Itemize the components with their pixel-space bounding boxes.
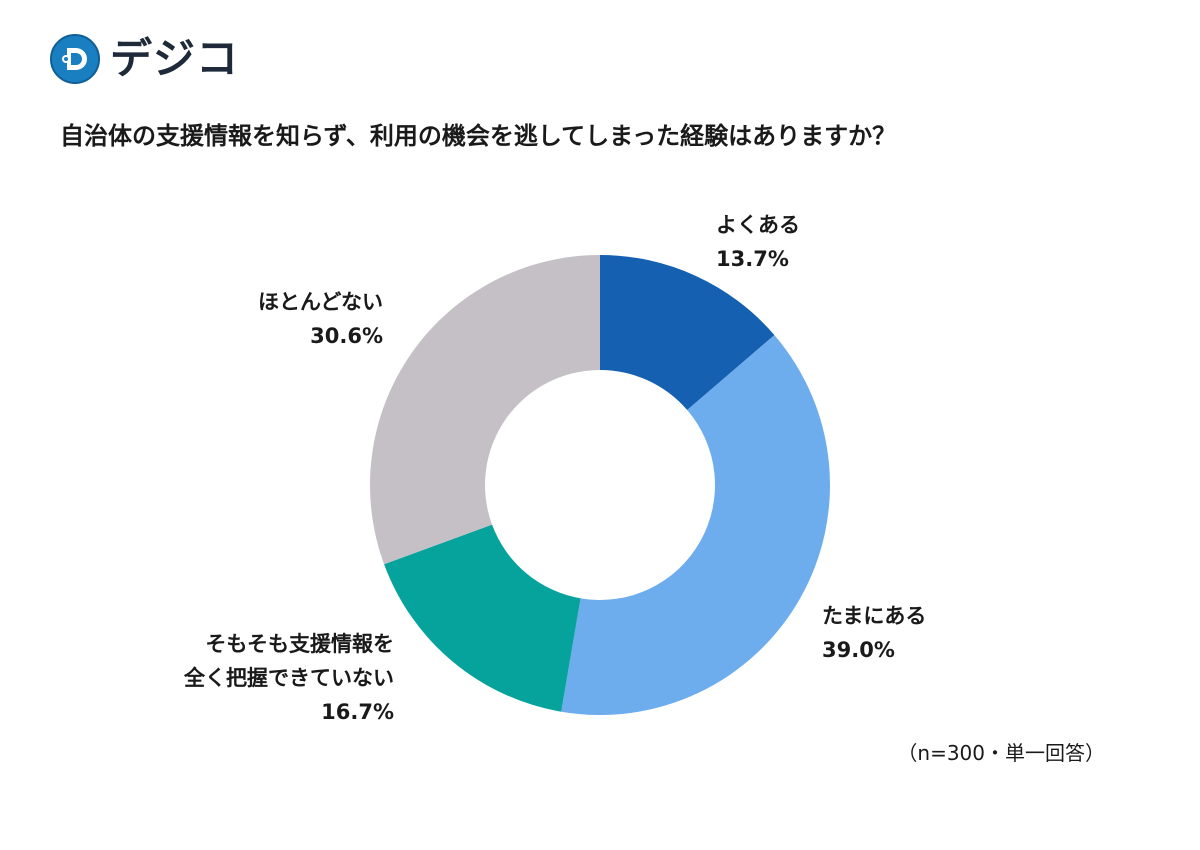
label-hotondo: ほとんどない 30.6% <box>258 285 383 353</box>
label-tamani: たまにある 39.0% <box>822 599 926 667</box>
logo-mark-icon <box>50 34 100 84</box>
label-somosomo-category-line2: 全く把握できていない <box>184 666 394 690</box>
sample-note: （n=300・単一回答） <box>897 741 1105 765</box>
label-yokuaru-value: 13.7% <box>716 247 789 271</box>
donut-slice-tamani <box>561 335 830 715</box>
donut-slices <box>369 255 830 715</box>
label-somosomo: そもそも支援情報を 全く把握できていない 16.7% <box>184 627 394 729</box>
label-tamani-value: 39.0% <box>822 638 895 662</box>
logo-text: デジコ <box>110 34 240 83</box>
label-somosomo-category-line1: そもそも支援情報を <box>205 632 394 656</box>
donut-slice-yokuaru <box>600 255 775 411</box>
label-hotondo-category: ほとんどない <box>258 290 383 314</box>
label-yokuaru: よくある 13.7% <box>716 208 800 276</box>
logo: デジコ <box>50 34 239 84</box>
label-hotondo-value: 30.6% <box>310 324 383 348</box>
label-tamani-category: たまにある <box>822 604 927 628</box>
label-yokuaru-category: よくある <box>716 213 800 237</box>
label-somosomo-value: 16.7% <box>321 700 394 724</box>
chart-title: 自治体の支援情報を知らず、利用の機会を逃してしまった経験はありますか？ <box>60 122 897 150</box>
donut-slice-somosomo <box>384 524 581 712</box>
donut-slice-hotondo <box>369 255 600 565</box>
